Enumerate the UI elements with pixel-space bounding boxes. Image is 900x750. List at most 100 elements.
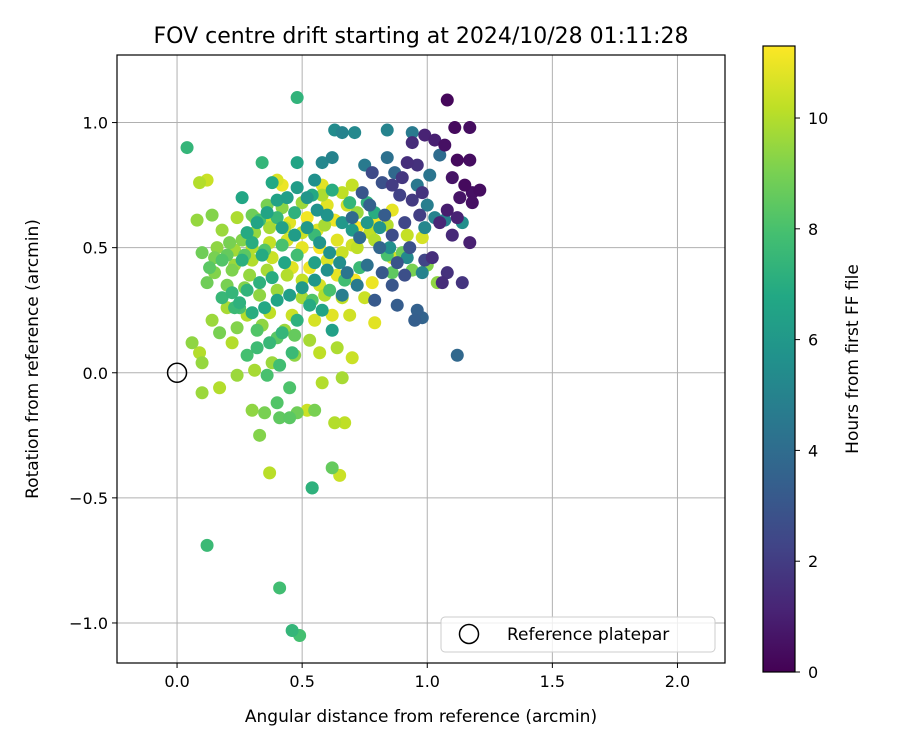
data-point xyxy=(450,211,464,225)
data-point xyxy=(253,288,267,302)
y-axis-label: Rotation from reference (arcmin) xyxy=(23,219,43,499)
data-point xyxy=(200,276,214,290)
data-point xyxy=(343,308,357,322)
data-point xyxy=(433,148,447,162)
data-point xyxy=(335,371,349,385)
data-point xyxy=(385,278,399,292)
data-point xyxy=(410,158,424,172)
data-point xyxy=(378,208,392,222)
data-point xyxy=(358,291,372,305)
data-point xyxy=(320,198,334,212)
legend-box xyxy=(440,616,716,653)
data-point xyxy=(410,303,424,317)
data-point xyxy=(180,141,194,155)
data-point xyxy=(355,186,369,200)
data-point xyxy=(450,348,464,362)
data-point xyxy=(413,208,427,222)
data-point xyxy=(393,188,407,202)
data-point xyxy=(283,288,297,302)
data-point xyxy=(455,276,469,290)
data-point xyxy=(295,281,309,295)
data-point xyxy=(465,196,479,210)
data-point xyxy=(343,196,357,210)
data-point xyxy=(373,221,387,235)
data-point xyxy=(275,238,289,252)
data-point xyxy=(275,326,289,340)
data-point xyxy=(253,428,267,442)
colorbar xyxy=(762,45,796,673)
data-point xyxy=(368,316,382,330)
data-point xyxy=(280,268,294,282)
data-point xyxy=(315,303,329,317)
data-point xyxy=(350,241,364,255)
grid xyxy=(117,55,725,663)
x-tick-label: 1.5 xyxy=(540,672,565,691)
data-point xyxy=(288,328,302,342)
data-point xyxy=(423,168,437,182)
data-point xyxy=(368,293,382,307)
data-point xyxy=(390,298,404,312)
data-point xyxy=(213,381,227,395)
data-points xyxy=(180,91,487,642)
data-point xyxy=(290,248,304,262)
data-point xyxy=(263,466,277,480)
data-point xyxy=(440,203,454,217)
data-point xyxy=(195,386,209,400)
data-point xyxy=(415,186,429,200)
data-point xyxy=(288,206,302,220)
data-point xyxy=(438,138,452,152)
data-point xyxy=(453,191,467,205)
x-tick-label: 0.5 xyxy=(289,672,314,691)
data-point xyxy=(245,306,259,320)
y-tick-label: 0.5 xyxy=(83,239,108,258)
data-point xyxy=(225,263,239,277)
data-point xyxy=(243,268,257,282)
data-point xyxy=(330,341,344,355)
data-point xyxy=(283,381,297,395)
data-point xyxy=(283,411,297,425)
data-point xyxy=(383,241,397,255)
data-point xyxy=(215,223,229,237)
data-point xyxy=(463,121,477,135)
data-point xyxy=(300,221,314,235)
data-point xyxy=(300,191,314,205)
data-point xyxy=(265,271,279,285)
x-axis-label: Angular distance from reference (arcmin) xyxy=(245,707,597,727)
data-point xyxy=(250,216,264,230)
data-point xyxy=(303,333,317,347)
reference-marker xyxy=(166,362,188,384)
data-point xyxy=(270,283,284,297)
data-point xyxy=(270,396,284,410)
data-point xyxy=(258,301,272,315)
colorbar-tick-label: 2 xyxy=(808,552,818,571)
data-point xyxy=(325,183,339,197)
data-point xyxy=(270,193,284,207)
data-point xyxy=(338,416,352,430)
data-point xyxy=(385,178,399,192)
data-point xyxy=(308,173,322,187)
colorbar-ticks: 0 2 4 6 8 10 xyxy=(795,109,828,682)
data-point xyxy=(360,258,374,272)
data-point xyxy=(403,241,417,255)
data-point xyxy=(380,123,394,137)
data-point xyxy=(318,218,332,232)
data-point xyxy=(255,248,269,262)
data-point xyxy=(308,256,322,270)
data-point xyxy=(253,276,267,290)
data-point xyxy=(418,221,432,235)
data-point xyxy=(270,293,284,307)
data-point xyxy=(195,356,209,370)
data-point xyxy=(245,236,259,250)
data-point xyxy=(230,211,244,225)
data-point xyxy=(273,358,287,372)
data-point xyxy=(433,216,447,230)
data-point xyxy=(340,266,354,280)
data-point xyxy=(278,256,292,270)
colorbar-tick-label: 6 xyxy=(808,331,818,350)
data-point xyxy=(190,213,204,227)
data-point xyxy=(375,266,389,280)
data-point xyxy=(320,263,334,277)
data-point xyxy=(270,211,284,225)
data-point xyxy=(345,351,359,365)
y-tick-label: −0.5 xyxy=(69,489,108,508)
